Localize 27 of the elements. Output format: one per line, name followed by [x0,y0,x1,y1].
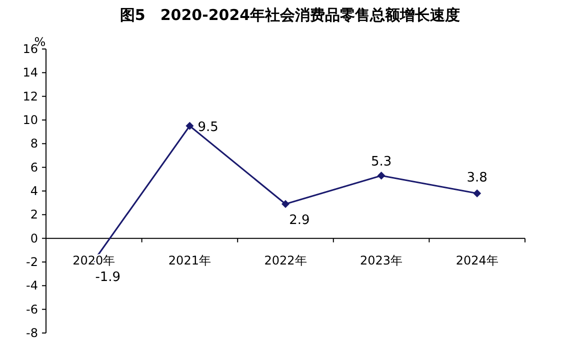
x-tick-label: 2024年 [456,253,498,268]
y-tick-label: -6 [26,302,38,316]
point [473,189,482,198]
y-tick-label: 16 [22,42,38,56]
chart-title: 图5 2020-2024年社会消费品零售总额增长速度 [120,6,460,24]
y-tick-label: 6 [30,160,38,174]
y-tick-label: 0 [30,231,38,246]
y-tick-label: 2 [30,208,38,222]
x-tick-label: 2023年 [360,253,403,268]
y-tick-label: 12 [22,89,38,104]
x-tick-label: 2022年 [264,253,307,268]
y-tick-label: -4 [26,278,38,293]
data-label: 3.8 [466,170,488,186]
point [282,200,290,208]
y-tick-label: 4 [30,184,38,198]
data-label: 5.3 [370,154,392,170]
y-tick-label: 8 [30,136,38,151]
x-tick-label: 2021年 [168,253,211,268]
y-tick-label: 10 [22,113,38,127]
y-tick-label: 14 [22,66,38,80]
data-label: -1.9 [95,270,121,285]
y-tick-label: -2 [26,255,38,269]
data-label: 2.9 [289,213,310,228]
y-tick-label: -8 [26,326,38,340]
point [377,172,386,180]
data-label: 9.5 [198,120,218,135]
point [186,122,194,130]
